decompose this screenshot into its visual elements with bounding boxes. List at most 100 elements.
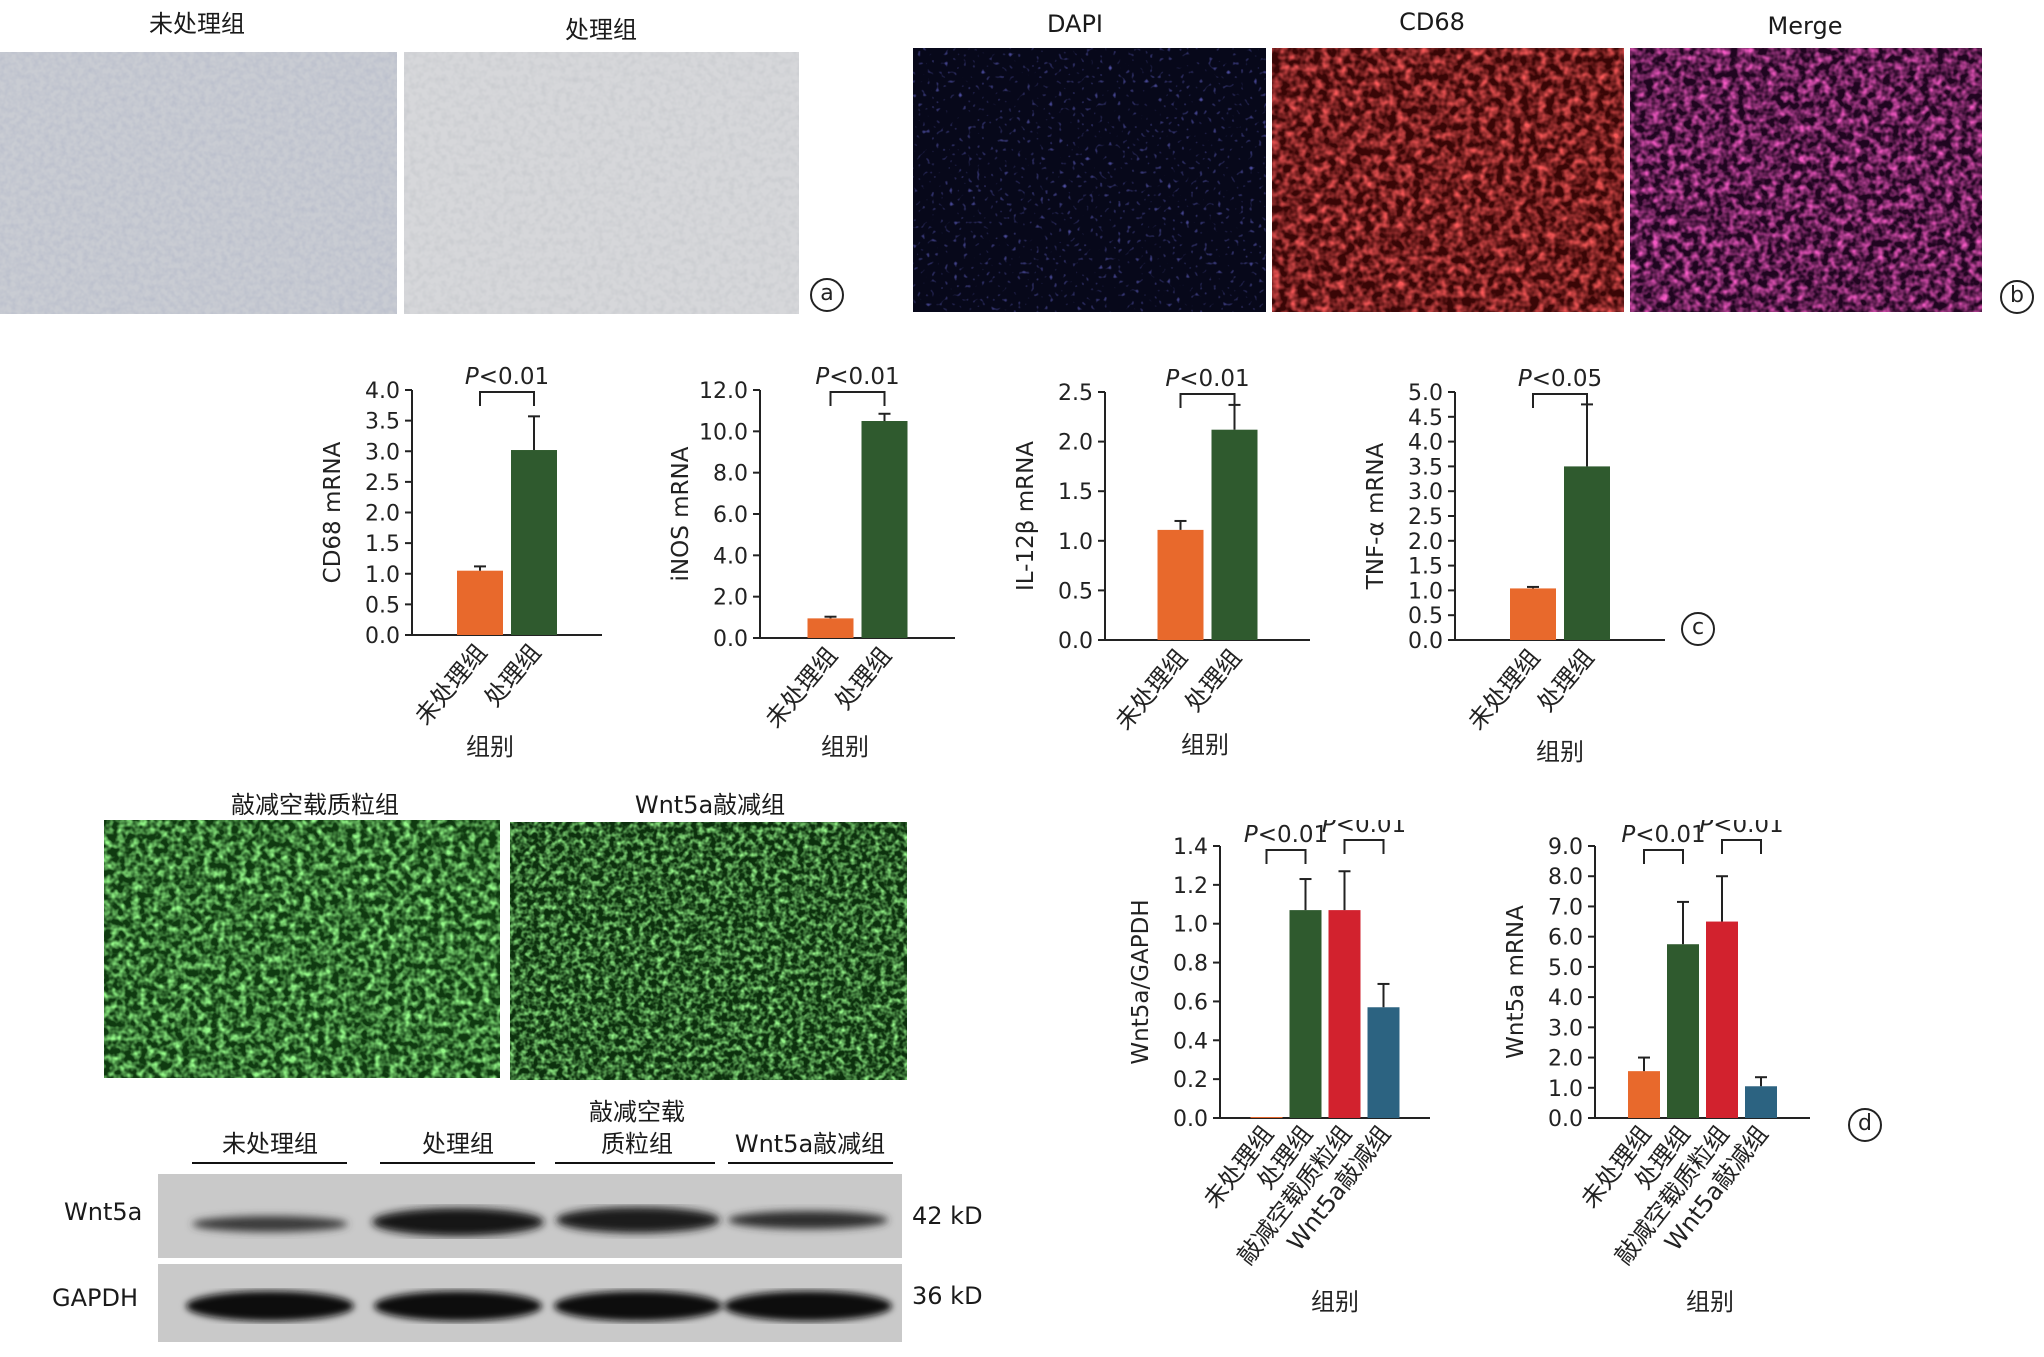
y-tick-label: 1.2 <box>1173 874 1208 899</box>
y-tick-label: 4.0 <box>1408 431 1443 456</box>
y-tick-label: 2.5 <box>365 471 400 496</box>
blot-lane-label-1: 未处理组 <box>222 1130 318 1158</box>
blot-row-label-wnt5a: Wnt5a <box>64 1198 143 1226</box>
panel-d-letter: d <box>1848 1108 1882 1142</box>
y-tick-label: 5.0 <box>1548 956 1583 981</box>
y-tick-label: 1.0 <box>1058 530 1093 555</box>
category-label: 未处理组 <box>1110 644 1193 736</box>
y-axis-label: IL-12β mRNA <box>1013 441 1039 591</box>
significance-label: P<0.01 <box>465 364 549 390</box>
bar <box>1667 944 1699 1118</box>
category-label: 处理组 <box>1179 644 1247 717</box>
blot-strip-gapdh <box>158 1264 902 1342</box>
blot-row-label-gapdh: GAPDH <box>52 1284 139 1312</box>
blot-row-size-wnt5a: 42 kD <box>912 1202 983 1230</box>
y-tick-label: 2.0 <box>713 586 748 611</box>
y-tick-label: 2.5 <box>1408 505 1443 530</box>
chart-cd68: 0.0 0.5 1.0 1.5 2.0 2.5 3.0 3.5 4.0 CD68 mRNA 未处理组… <box>320 364 602 761</box>
significance-bracket <box>1721 839 1762 854</box>
y-tick-label: 1.5 <box>1408 555 1443 580</box>
y-tick-label: 0.5 <box>1408 604 1443 629</box>
bar <box>511 450 557 635</box>
panel-b-title-merge: Merge <box>1767 12 1843 40</box>
significance-label: P<0.01 <box>1165 366 1249 392</box>
blot-lane-line-2 <box>380 1162 535 1164</box>
category-label: 处理组 <box>479 639 547 712</box>
gfp-image-empty-vector <box>104 820 500 1078</box>
bar <box>807 618 854 638</box>
category-label: 未处理组 <box>409 639 492 731</box>
y-tick-label: 0.4 <box>1173 1029 1208 1054</box>
y-tick-label: 3.0 <box>1408 480 1443 505</box>
significance-label: P<0.01 <box>815 364 899 390</box>
y-tick-label: 0.0 <box>365 624 400 649</box>
chart-tnfa: 0.00.51.01.52.02.53.03.54.04.55.0 TNF-α m… <box>1363 366 1665 766</box>
y-tick-label: 0.0 <box>1173 1107 1208 1132</box>
y-tick-label: 1.5 <box>1058 480 1093 505</box>
significance-bracket <box>1532 393 1588 408</box>
bar <box>1250 1117 1283 1119</box>
y-tick-label: 6.0 <box>1548 926 1583 951</box>
blot-lane-label-3: 敲减空载 <box>589 1098 685 1126</box>
blot-lane-line-1 <box>192 1162 347 1164</box>
y-tick-label: 0.0 <box>713 627 748 652</box>
y-tick-label: 0.8 <box>1173 952 1208 977</box>
bar <box>1157 529 1204 640</box>
panel-a-right-title: 处理组 <box>565 16 637 44</box>
y-tick-label: 7.0 <box>1548 895 1583 920</box>
bar <box>1510 588 1556 640</box>
y-tick-label: 8.0 <box>1548 865 1583 890</box>
panel-b-title-cd68: CD68 <box>1399 8 1465 36</box>
category-label: 处理组 <box>829 642 897 715</box>
blot-lane-label-4: Wnt5a敲减组 <box>734 1130 886 1158</box>
y-tick-label: 0.2 <box>1173 1068 1208 1093</box>
y-tick-label: 2.5 <box>1058 381 1093 406</box>
bar <box>457 570 503 635</box>
significance-bracket <box>829 391 886 406</box>
panel-d-title-wnt5a-knockdown: Wnt5a敲减组 <box>634 791 786 819</box>
y-tick-label: 0.5 <box>365 593 400 618</box>
y-tick-label: 3.0 <box>1548 1016 1583 1041</box>
y-axis-label: CD68 mRNA <box>320 441 346 583</box>
y-tick-label: 10.0 <box>699 420 748 445</box>
significance-bracket <box>1265 849 1307 864</box>
cd68-image <box>1272 48 1624 312</box>
y-tick-label: 6.0 <box>713 503 748 528</box>
x-axis-label: 组别 <box>466 733 514 761</box>
bar <box>1211 429 1258 640</box>
merge-image <box>1630 48 1982 312</box>
y-tick-label: 0.5 <box>1058 579 1093 604</box>
y-tick-label: 5.0 <box>1408 381 1443 406</box>
significance-bracket <box>479 391 535 406</box>
category-label: 未处理组 <box>760 642 843 734</box>
y-tick-label: 2.0 <box>1408 530 1443 555</box>
bar <box>1367 1007 1400 1118</box>
significance-label: P<0.01 <box>1699 820 1783 838</box>
blot-lane-label-3b: 质粒组 <box>601 1130 673 1158</box>
y-tick-label: 0.0 <box>1548 1107 1583 1132</box>
chart-inos: 0.0 2.0 4.0 6.0 8.0 10.0 12.0 iNOS mRNA 未处理组处理组组… <box>668 364 955 761</box>
significance-label: P<0.01 <box>1621 822 1705 848</box>
y-tick-label: 2.0 <box>1058 431 1093 456</box>
y-tick-label: 0.6 <box>1173 990 1208 1015</box>
blot-lane-line-3 <box>555 1162 715 1164</box>
x-axis-label: 组别 <box>1686 1288 1734 1316</box>
bar <box>1289 910 1322 1118</box>
y-tick-label: 4.0 <box>713 544 748 569</box>
blot-row-size-gapdh: 36 kD <box>912 1282 983 1310</box>
chart-wnt5a-mrna: 0.0 1.0 2.0 3.0 4.0 5.0 6.0 7.0 8.0 9.0 Wnt5a mRNA… <box>1503 820 1810 1316</box>
y-tick-label: 1.0 <box>1173 913 1208 938</box>
significance-bracket <box>1643 849 1684 864</box>
category-label: 未处理组 <box>1462 644 1545 736</box>
blot-lane-label-2: 处理组 <box>422 1130 494 1158</box>
y-tick-label: 1.4 <box>1173 835 1208 860</box>
panel-a-letter: a <box>810 278 844 312</box>
gfp-image-wnt5a-knockdown <box>510 822 907 1080</box>
bar <box>1328 910 1361 1118</box>
y-axis-label: Wnt5a mRNA <box>1503 905 1529 1059</box>
y-tick-label: 2.0 <box>365 502 400 527</box>
brightfield-image-untreated <box>0 52 397 314</box>
y-tick-label: 3.5 <box>1408 455 1443 480</box>
category-label: 处理组 <box>1532 644 1600 717</box>
y-tick-label: 1.0 <box>1548 1077 1583 1102</box>
